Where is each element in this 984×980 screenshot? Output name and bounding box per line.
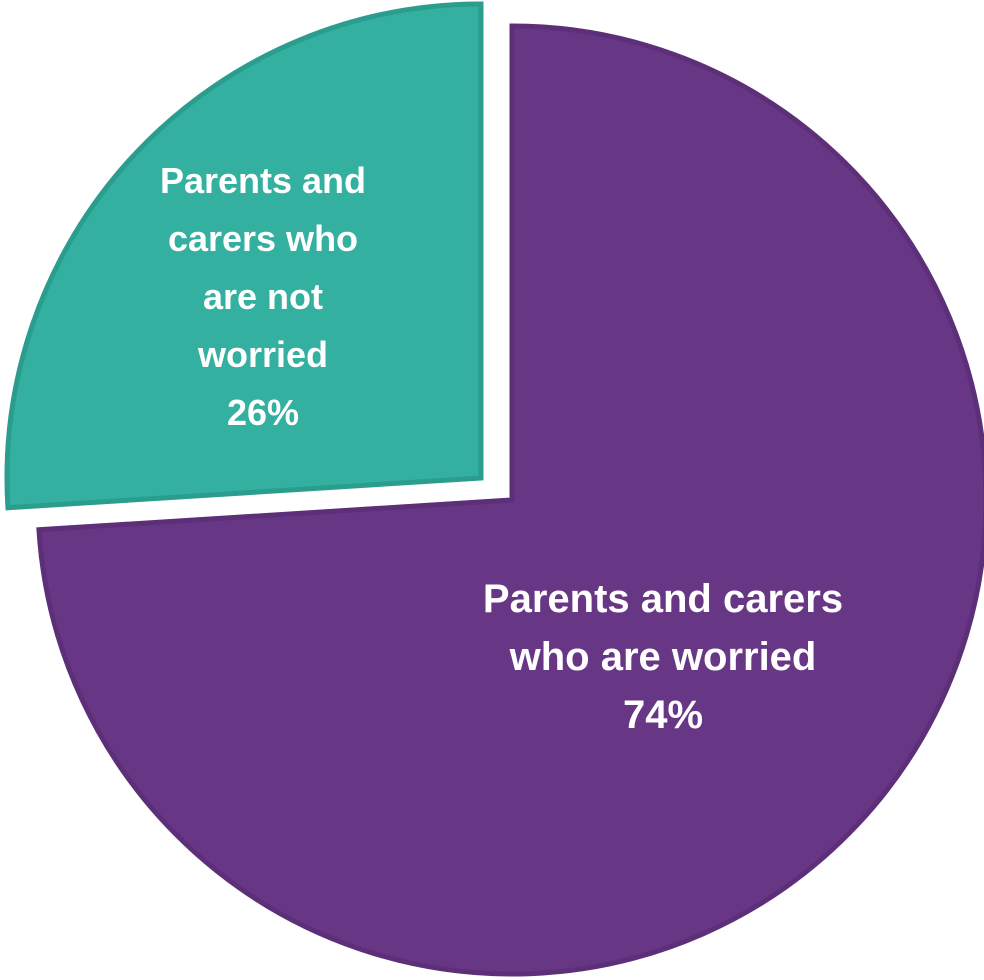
label-not-worried-line: Parents and	[160, 160, 366, 201]
label-not-worried: Parents and carers who are not worried 26%	[160, 160, 366, 433]
label-worried: Parents and carers who are worried 74%	[483, 577, 843, 737]
label-not-worried-value: 26%	[227, 392, 299, 433]
label-worried-line: Parents and carers	[483, 577, 843, 621]
slice-not-worried	[4, 1, 484, 511]
label-worried-line: who are worried	[509, 635, 817, 679]
label-not-worried-line: worried	[197, 334, 328, 375]
pie-labels: Parents and carers who are worried 74%Pare…	[160, 160, 843, 737]
slice-worried	[36, 23, 984, 977]
label-not-worried-line: carers who	[168, 218, 358, 259]
label-not-worried-line: are not	[203, 276, 323, 317]
label-worried-value: 74%	[623, 693, 703, 737]
pie-slices	[4, 1, 984, 977]
